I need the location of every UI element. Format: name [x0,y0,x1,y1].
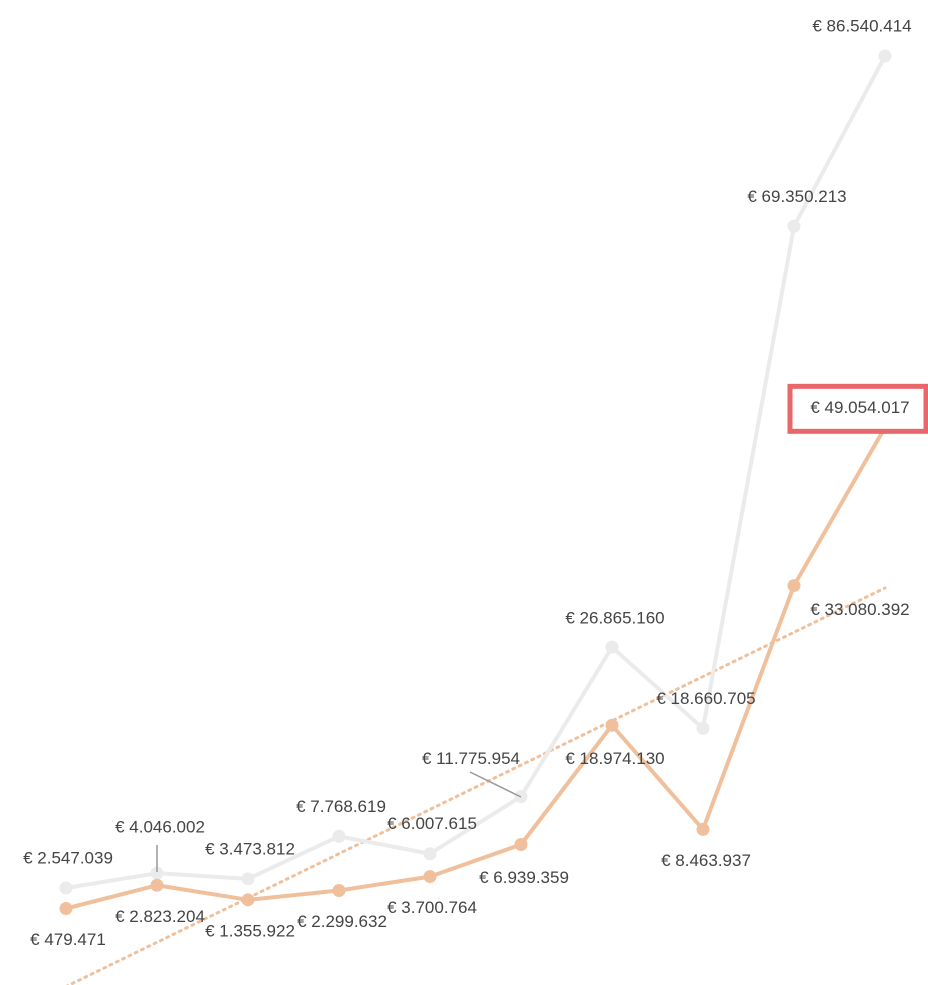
point [59,881,73,895]
series-line [65,426,887,911]
data-label: € 2.823.204 [115,907,205,926]
labels: € 2.547.039€ 4.046.002€ 3.473.812 € 7.768… [23,16,928,949]
point [332,829,346,843]
data-label: € 26.865.160 [565,609,664,628]
point [241,893,255,907]
data-label: € 3.700.764 [387,898,477,917]
point [787,219,801,233]
point [59,902,73,915]
data-label: € 18.660.705 [656,689,755,708]
trendline [65,586,887,985]
leader-line [469,771,522,798]
point [787,579,801,593]
data-label: € 8.463.937 [661,851,751,870]
point [241,872,255,886]
data-label: € 6.939.359 [479,868,569,887]
data-label: € 33.080.392 [810,600,909,619]
data-label: € 3.473.812 [205,839,295,858]
point [150,878,164,892]
data-label: € 6.007.615 [387,814,477,833]
lines [65,55,887,985]
data-label: € 49.054.017 [810,398,909,417]
point [423,847,437,861]
data-label: € 4.046.002 [115,818,205,837]
data-label: € 7.768.619 [296,797,386,816]
data-label: € 11.775.954 [422,749,520,768]
point [332,883,346,897]
series-line [65,55,887,890]
dots [59,49,892,915]
point [696,822,710,836]
data-label: € 2.547.039 [23,849,113,868]
point [423,870,437,884]
data-label: € 479.471 [30,930,106,949]
data-label: € 86.540.414 [812,16,911,35]
point [605,718,619,732]
highlight-box [787,383,928,434]
point [150,866,164,880]
point [696,721,710,735]
point [878,49,892,63]
data-label: € 69.350.213 [747,187,846,206]
point [514,838,528,852]
data-label: € 1.355.922 [205,921,295,940]
data-label: € 2.299.632 [297,912,387,931]
point [605,640,619,654]
data-label: € 18.974.130 [565,749,664,768]
